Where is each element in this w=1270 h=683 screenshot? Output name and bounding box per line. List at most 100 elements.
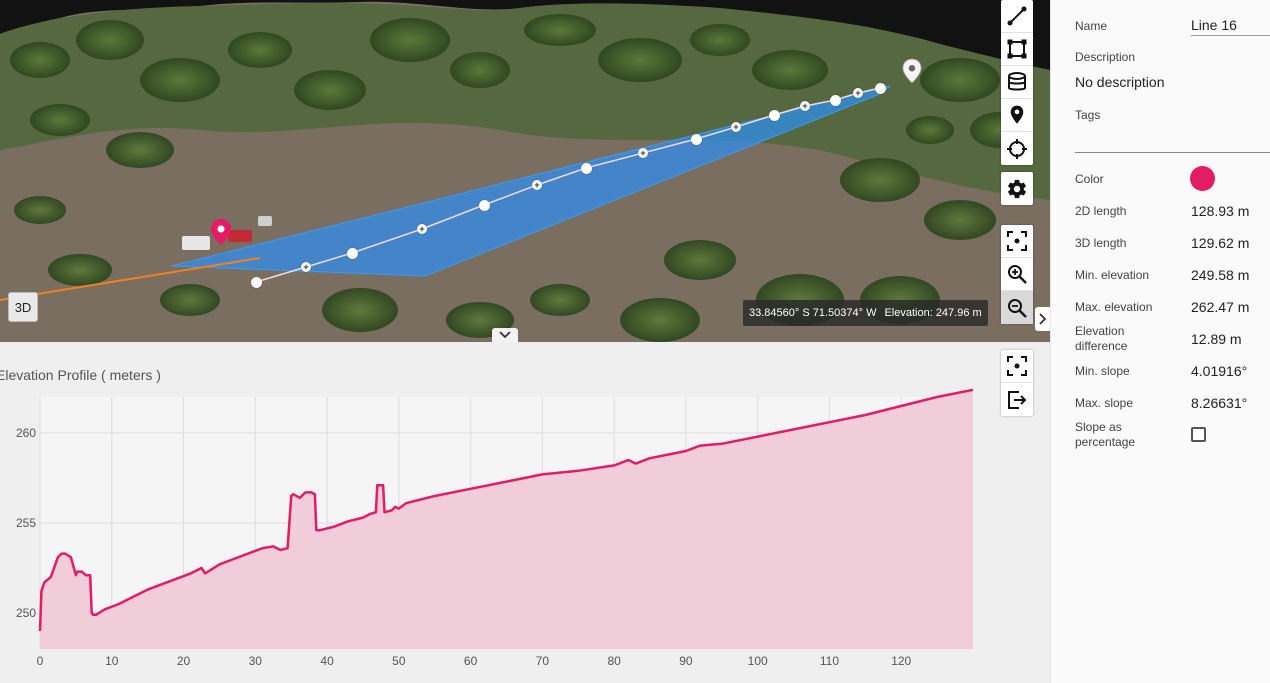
start-pin-icon[interactable] xyxy=(209,218,233,246)
collapse-profile-button[interactable] xyxy=(492,328,518,342)
elevation-area xyxy=(40,389,973,649)
zoom-in-icon xyxy=(1008,265,1027,284)
min-elevation-value: 249.58 m xyxy=(1191,267,1250,283)
slope-percentage-label: Slope as percentage xyxy=(1075,420,1135,450)
volume-measure-button[interactable] xyxy=(1001,66,1033,99)
y-tick-label: 260 xyxy=(16,426,36,440)
midpoint-handle[interactable]: + xyxy=(532,180,542,190)
x-tick-label: 10 xyxy=(105,654,119,668)
area-measure-icon xyxy=(1007,39,1027,59)
midpoint-handle[interactable]: + xyxy=(301,262,311,272)
vertex-handle[interactable] xyxy=(346,247,358,259)
min-elevation-label: Min. elevation xyxy=(1075,268,1150,282)
length3d-value: 129.62 m xyxy=(1191,235,1250,251)
description-text[interactable]: No description xyxy=(1075,74,1165,90)
max-slope-label: Max. slope xyxy=(1075,396,1134,410)
name-label: Name xyxy=(1075,19,1108,33)
vertex-handle[interactable] xyxy=(829,94,841,106)
3d-mode-button[interactable]: 3D xyxy=(8,292,38,322)
chevron-down-icon xyxy=(499,331,511,339)
profile-title: Elevation Profile ( meters ) xyxy=(0,367,161,383)
tags-input[interactable] xyxy=(1075,152,1270,153)
description-label: Description xyxy=(1075,50,1136,64)
length2d-value: 128.93 m xyxy=(1191,203,1250,219)
x-tick-label: 110 xyxy=(820,654,839,668)
x-tick-label: 70 xyxy=(536,654,550,668)
max-slope-value: 8.26631° xyxy=(1191,395,1248,411)
max-elevation-label: Max. elevation xyxy=(1075,300,1153,314)
elevation-chart[interactable]: 0 10 20 30 40 50 60 70 80 90 100 110 120 250 255 260 xyxy=(0,342,1000,683)
x-tick-label: 40 xyxy=(320,654,334,668)
x-tick-label: 120 xyxy=(891,654,911,668)
midpoint-handle[interactable]: + xyxy=(731,122,741,132)
vertex-handle[interactable] xyxy=(250,276,262,288)
coordinate-readout: 33.84560° S 71.50374° W Elevation: 247.9… xyxy=(743,300,988,326)
elevation-profile-panel: Elevation Profile ( meters ) 0 10 20 30 40 50… xyxy=(0,342,1050,683)
export-icon xyxy=(1008,390,1027,409)
expand-panel-button[interactable] xyxy=(1035,307,1050,331)
color-swatch[interactable] xyxy=(1190,166,1215,191)
length2d-label: 2D length xyxy=(1075,204,1127,218)
settings-button[interactable] xyxy=(1001,172,1033,205)
line-measure-icon xyxy=(1007,6,1027,26)
gear-icon xyxy=(1008,179,1026,198)
area-measure-button[interactable] xyxy=(1001,33,1033,66)
x-tick-label: 60 xyxy=(464,654,478,668)
line-measure-button[interactable] xyxy=(1001,0,1033,33)
vertex-handle[interactable] xyxy=(478,199,490,211)
zoom-out-icon xyxy=(1008,298,1027,318)
end-pin-icon[interactable] xyxy=(901,58,923,84)
slope-percentage-label-line1: Slope as xyxy=(1075,420,1122,434)
vertex-handle[interactable] xyxy=(874,82,886,94)
profile-toolbar xyxy=(1001,350,1033,416)
elevation-text: Elevation: 247.96 m xyxy=(884,307,982,319)
coordinate-text: 33.84560° S 71.50374° W xyxy=(749,307,877,319)
zoom-in-button[interactable] xyxy=(1001,258,1033,291)
view-toolbar xyxy=(1001,225,1033,324)
tags-label: Tags xyxy=(1075,108,1101,122)
fit-view-button[interactable] xyxy=(1001,225,1033,258)
fit-view-icon xyxy=(1007,356,1027,376)
zoom-out-button[interactable] xyxy=(1001,291,1033,324)
crosshair-button[interactable] xyxy=(1001,132,1033,165)
elevation-difference-label-line2: difference xyxy=(1075,339,1128,353)
place-marker-icon xyxy=(1010,105,1024,124)
x-tick-label: 30 xyxy=(249,654,263,668)
terrain-scene[interactable] xyxy=(0,0,1050,342)
vertex-handle[interactable] xyxy=(690,133,702,145)
color-label: Color xyxy=(1075,172,1104,186)
volume-measure-icon xyxy=(1008,72,1026,91)
x-tick-label: 20 xyxy=(177,654,191,668)
properties-panel: Name Description No description Tags Col… xyxy=(1050,0,1270,683)
vertex-handle[interactable] xyxy=(580,162,592,174)
midpoint-handle[interactable]: + xyxy=(417,224,427,234)
slope-percentage-label-line2: percentage xyxy=(1075,435,1136,449)
x-tick-label: 80 xyxy=(607,654,621,668)
x-tick-label: 100 xyxy=(748,654,768,668)
min-slope-label: Min. slope xyxy=(1075,364,1130,378)
midpoint-handle[interactable]: + xyxy=(638,148,648,158)
elevation-difference-label: Elevation difference xyxy=(1075,324,1127,354)
settings-toolbar xyxy=(1001,172,1033,205)
midpoint-handle[interactable]: + xyxy=(800,101,810,111)
length3d-label: 3D length xyxy=(1075,236,1127,250)
profile-fit-button[interactable] xyxy=(1001,350,1033,383)
vertex-handle[interactable] xyxy=(768,109,780,121)
x-tick-label: 90 xyxy=(679,654,693,668)
3d-viewport[interactable]: + + + + + + + 3D 33.84560° S 71.50374° W Eleva… xyxy=(0,0,1050,342)
min-slope-value: 4.01916° xyxy=(1191,363,1248,379)
elevation-difference-value: 12.89 m xyxy=(1191,331,1242,347)
measure-toolbar xyxy=(1001,0,1033,165)
max-elevation-value: 262.47 m xyxy=(1191,299,1250,315)
profile-export-button[interactable] xyxy=(1001,383,1033,416)
chevron-right-icon xyxy=(1038,313,1046,325)
elevation-line xyxy=(38,388,974,632)
crosshair-icon xyxy=(1007,138,1027,159)
y-tick-label: 255 xyxy=(16,516,36,530)
midpoint-handle[interactable]: + xyxy=(853,88,863,98)
place-marker-button[interactable] xyxy=(1001,99,1033,132)
fit-view-icon xyxy=(1007,231,1027,251)
x-tick-label: 50 xyxy=(392,654,406,668)
slope-percentage-checkbox[interactable] xyxy=(1191,427,1206,442)
name-input[interactable] xyxy=(1191,14,1270,36)
